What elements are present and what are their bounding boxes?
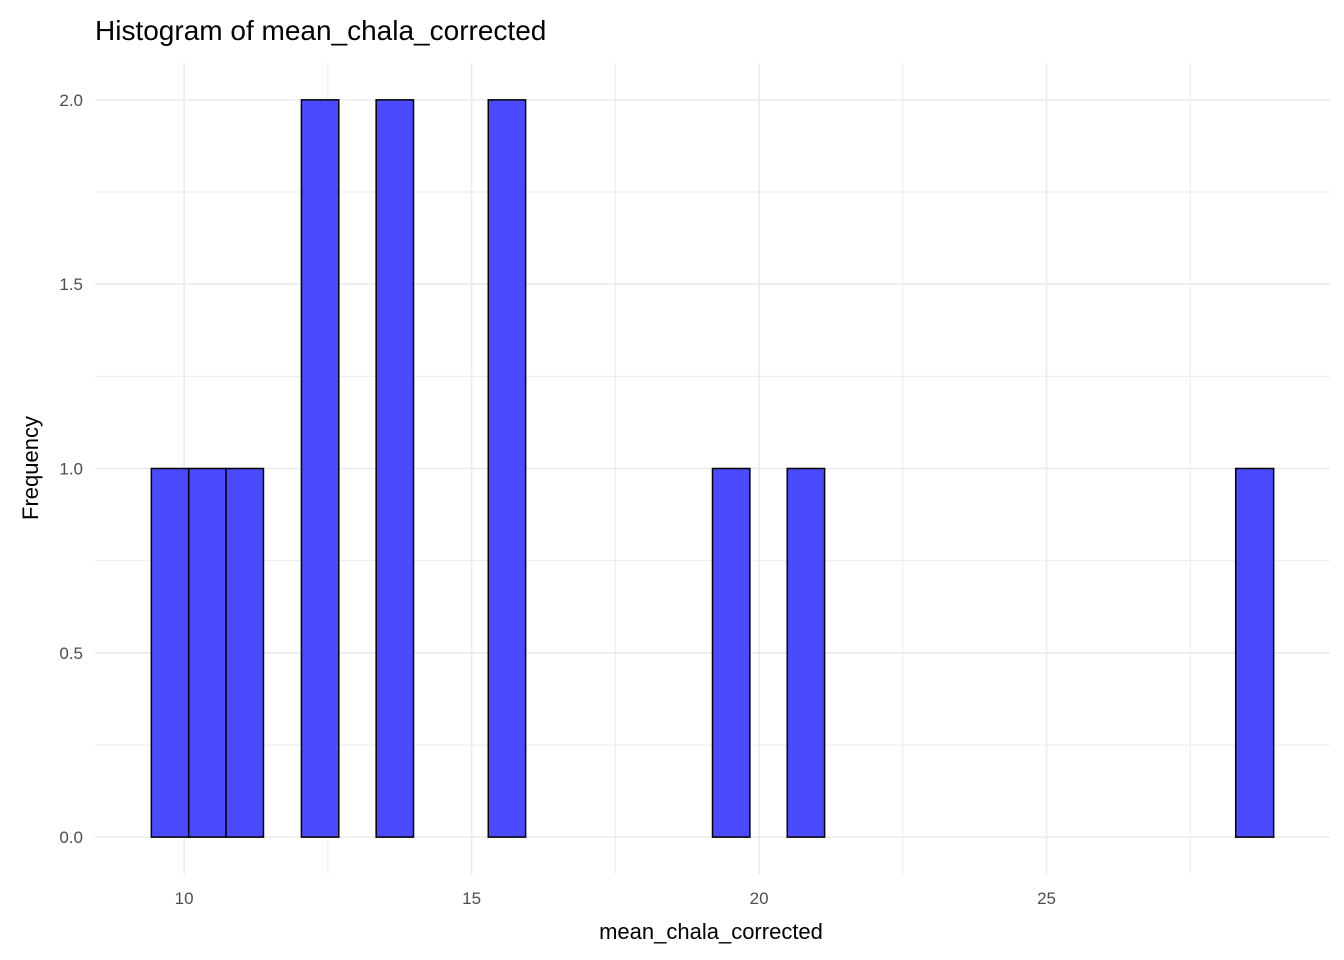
histogram-bar — [711, 467, 751, 838]
histogram-bar — [375, 99, 415, 838]
chart-title: Histogram of mean_chala_corrected — [95, 15, 546, 46]
bars-layer — [150, 99, 1275, 838]
x-tick-label: 10 — [175, 889, 194, 908]
y-tick-label: 1.5 — [59, 275, 83, 294]
x-axis-title: mean_chala_corrected — [599, 919, 823, 944]
histogram-bar — [187, 467, 227, 838]
histogram-bar — [1234, 467, 1275, 838]
histogram-bar — [225, 467, 265, 838]
x-tick-label: 25 — [1037, 889, 1056, 908]
histogram-bar — [300, 99, 340, 838]
x-axis-tick-labels: 10 15 20 25 — [175, 889, 1056, 908]
x-tick-label: 20 — [750, 889, 769, 908]
y-tick-label: 1.0 — [59, 460, 83, 479]
y-tick-label: 0.5 — [59, 644, 83, 663]
y-axis-tick-labels: 0.0 0.5 1.0 1.5 2.0 — [59, 91, 83, 847]
y-tick-label: 0.0 — [59, 828, 83, 847]
x-tick-label: 15 — [462, 889, 481, 908]
histogram-bar — [150, 467, 190, 838]
y-tick-label: 2.0 — [59, 91, 83, 110]
y-axis-title: Frequency — [18, 416, 43, 520]
histogram-bar — [786, 467, 826, 838]
histogram-bar — [487, 99, 527, 838]
